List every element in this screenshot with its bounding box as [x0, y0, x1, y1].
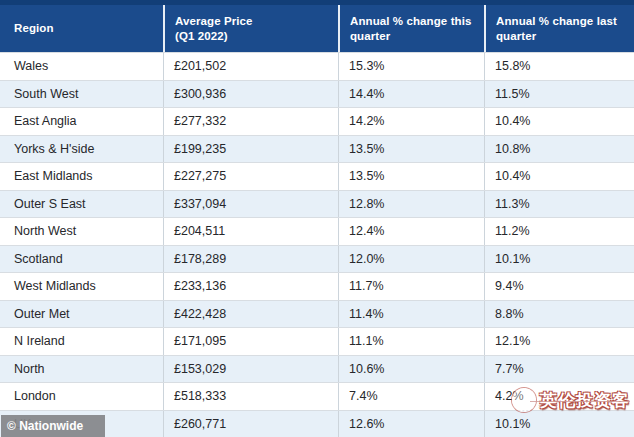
- table-row: Wales £201,502 15.3% 15.8%: [0, 52, 634, 80]
- change-this-quarter-cell: 10.6%: [338, 356, 484, 383]
- change-this-quarter-cell: 12.8%: [338, 191, 484, 218]
- average-price-cell: £199,235: [163, 136, 338, 163]
- table-row: East Midlands £227,275 13.5% 10.4%: [0, 162, 634, 190]
- change-last-quarter-cell: 15.8%: [484, 53, 634, 80]
- table-row: North West £204,511 12.4% 11.2%: [0, 217, 634, 245]
- change-this-quarter-cell: 12.4%: [338, 218, 484, 245]
- region-cell: Outer S East: [0, 191, 163, 218]
- average-price-cell: £153,029: [163, 356, 338, 383]
- change-this-quarter-cell: 15.3%: [338, 53, 484, 80]
- region-cell: Wales: [0, 53, 163, 80]
- table-row: South West £300,936 14.4% 11.5%: [0, 80, 634, 108]
- change-this-quarter-cell: 14.2%: [338, 108, 484, 135]
- region-cell: Outer Met: [0, 301, 163, 328]
- header-change-last-quarter: Annual % change last quarter: [484, 5, 634, 52]
- table-row: Outer S East £337,094 12.8% 11.3%: [0, 190, 634, 218]
- regional-price-table: Region Average Price (Q1 2022) Annual % …: [0, 5, 634, 437]
- change-this-quarter-cell: 11.1%: [338, 328, 484, 355]
- table-row: West Midlands £233,136 11.7% 9.4%: [0, 272, 634, 300]
- change-last-quarter-cell: 9.4%: [484, 273, 634, 300]
- table-header-row: Region Average Price (Q1 2022) Annual % …: [0, 5, 634, 52]
- change-this-quarter-cell: 7.4%: [338, 383, 484, 410]
- site-watermark-text: 英伦投资客: [540, 389, 630, 412]
- change-last-quarter-cell: 10.4%: [484, 163, 634, 190]
- change-last-quarter-cell: 7.7%: [484, 356, 634, 383]
- region-cell: Scotland: [0, 246, 163, 273]
- average-price-cell: £422,428: [163, 301, 338, 328]
- header-change-this-quarter-label: Annual % change this: [350, 14, 478, 29]
- table-row: N Ireland £171,095 11.1% 12.1%: [0, 327, 634, 355]
- watermark-line: [530, 401, 630, 402]
- change-last-quarter-cell: 8.8%: [484, 301, 634, 328]
- header-region: Region: [0, 5, 163, 52]
- average-price-cell: £201,502: [163, 53, 338, 80]
- average-price-cell: £233,136: [163, 273, 338, 300]
- table-row: East Anglia £277,332 14.2% 10.4%: [0, 107, 634, 135]
- region-cell: North: [0, 356, 163, 383]
- region-cell: North West: [0, 218, 163, 245]
- region-cell: East Anglia: [0, 108, 163, 135]
- change-this-quarter-cell: 11.7%: [338, 273, 484, 300]
- header-region-label: Region: [14, 21, 157, 36]
- header-average-price-label: Average Price: [175, 14, 332, 29]
- change-last-quarter-cell: 12.1%: [484, 328, 634, 355]
- change-last-quarter-cell: 10.4%: [484, 108, 634, 135]
- site-watermark: 英伦投资客: [512, 388, 630, 412]
- average-price-cell: £260,771: [163, 411, 338, 437]
- change-last-quarter-cell: 10.1%: [484, 246, 634, 273]
- region-cell: East Midlands: [0, 163, 163, 190]
- change-this-quarter-cell: 12.6%: [338, 411, 484, 437]
- average-price-cell: £277,332: [163, 108, 338, 135]
- change-this-quarter-cell: 11.4%: [338, 301, 484, 328]
- average-price-cell: £227,275: [163, 163, 338, 190]
- average-price-cell: £171,095: [163, 328, 338, 355]
- change-last-quarter-cell: 10.8%: [484, 136, 634, 163]
- average-price-cell: £178,289: [163, 246, 338, 273]
- header-change-this-quarter: Annual % change this quarter: [338, 5, 484, 52]
- change-last-quarter-cell: 11.5%: [484, 81, 634, 108]
- change-this-quarter-cell: 13.5%: [338, 163, 484, 190]
- average-price-cell: £518,333: [163, 383, 338, 410]
- site-watermark-logo-icon: [512, 388, 536, 412]
- change-last-quarter-cell: 11.3%: [484, 191, 634, 218]
- change-last-quarter-cell: 11.2%: [484, 218, 634, 245]
- average-price-cell: £337,094: [163, 191, 338, 218]
- region-cell: Yorks & H'side: [0, 136, 163, 163]
- source-credit-badge: © Nationwide: [1, 415, 105, 437]
- change-last-quarter-cell: 10.1%: [484, 411, 634, 437]
- table-row: North £153,029 10.6% 7.7%: [0, 355, 634, 383]
- table-row: Outer Met £422,428 11.4% 8.8%: [0, 300, 634, 328]
- table-row: Scotland £178,289 12.0% 10.1%: [0, 245, 634, 273]
- header-change-last-quarter-label: Annual % change last: [496, 14, 628, 29]
- region-cell: London: [0, 383, 163, 410]
- average-price-cell: £300,936: [163, 81, 338, 108]
- change-this-quarter-cell: 14.4%: [338, 81, 484, 108]
- average-price-cell: £204,511: [163, 218, 338, 245]
- region-cell: South West: [0, 81, 163, 108]
- region-cell: West Midlands: [0, 273, 163, 300]
- table-row: Yorks & H'side £199,235 13.5% 10.8%: [0, 135, 634, 163]
- house-price-table-screenshot: Region Average Price (Q1 2022) Annual % …: [0, 0, 634, 437]
- change-this-quarter-cell: 13.5%: [338, 136, 484, 163]
- table-body: Wales £201,502 15.3% 15.8% South West £3…: [0, 52, 634, 437]
- header-average-price: Average Price (Q1 2022): [163, 5, 338, 52]
- region-cell: N Ireland: [0, 328, 163, 355]
- change-this-quarter-cell: 12.0%: [338, 246, 484, 273]
